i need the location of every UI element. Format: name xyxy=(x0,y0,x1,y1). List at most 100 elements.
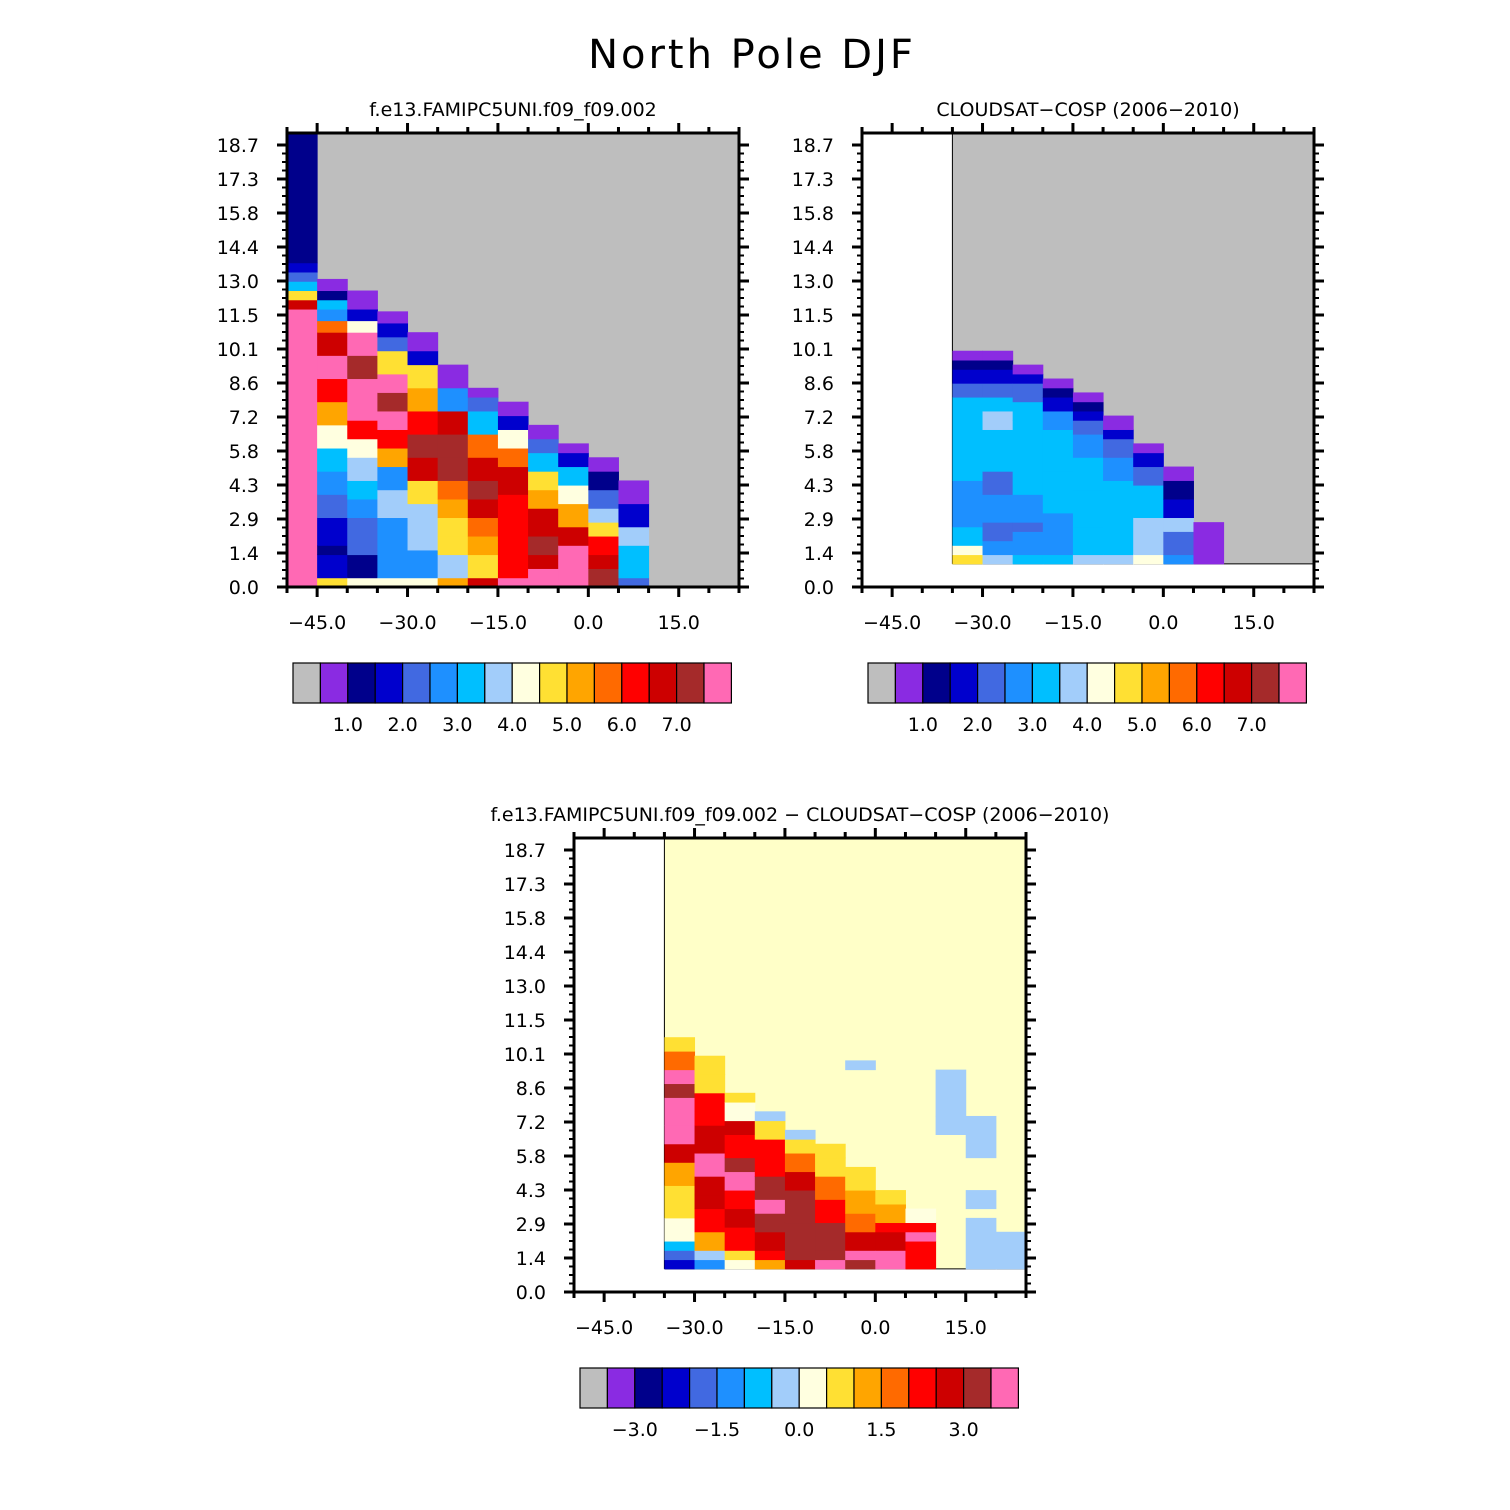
y-tick-label: 10.1 xyxy=(504,1044,546,1066)
heatmap-cell xyxy=(982,360,1014,370)
heatmap-cell xyxy=(1042,429,1074,472)
heatmap-cell xyxy=(1042,554,1074,565)
figure-title: North Pole DJF xyxy=(588,32,916,78)
heatmap-cell xyxy=(815,1143,846,1159)
x-tick-label: −30.0 xyxy=(953,612,1011,634)
colorbar-swatch xyxy=(661,1367,691,1409)
panel-title: f.e13.FAMIPC5UNI.f09_f09.002 xyxy=(369,99,657,121)
heatmap-cell xyxy=(982,410,1014,430)
heatmap-cell xyxy=(467,480,499,500)
heatmap-cell xyxy=(437,498,469,519)
y-tick-label: 8.6 xyxy=(229,373,259,395)
heatmap-cell xyxy=(618,526,650,546)
heatmap-cell xyxy=(664,1051,696,1071)
heatmap-cell xyxy=(467,387,499,398)
y-tick-label: 8.6 xyxy=(804,373,834,395)
heatmap-cell xyxy=(815,1199,846,1224)
colorbar-swatch xyxy=(1031,662,1061,704)
heatmap-cell xyxy=(588,489,619,509)
heatmap-cell xyxy=(754,1176,786,1200)
colorbar-swatch xyxy=(621,662,650,704)
heatmap-cell xyxy=(724,1102,756,1122)
colorbar-swatch xyxy=(675,662,705,704)
heatmap-cell xyxy=(1012,401,1044,421)
heatmap-cell xyxy=(437,554,469,579)
colorbar-label: 3.0 xyxy=(948,1419,978,1441)
colorbar-swatch xyxy=(990,1367,1019,1409)
heatmap-cell xyxy=(1042,512,1074,537)
y-tick-label: 13.0 xyxy=(217,271,259,293)
heatmap-cell xyxy=(1042,378,1074,389)
heatmap-cell xyxy=(1133,517,1164,556)
heatmap-cell xyxy=(1012,522,1044,532)
heatmap-cell xyxy=(982,494,1014,523)
heatmap-cell xyxy=(1133,554,1164,565)
colorbar-swatch xyxy=(1141,662,1170,704)
colorbar-label: 6.0 xyxy=(607,714,637,736)
heatmap-cell xyxy=(497,448,529,468)
heatmap-cell xyxy=(437,517,469,537)
heatmap-cell xyxy=(317,517,348,546)
heatmap-cell xyxy=(952,480,984,528)
heatmap-cell xyxy=(952,360,984,370)
heatmap-cell xyxy=(664,1241,696,1251)
x-tick-label: 15.0 xyxy=(1233,612,1275,634)
y-tick-label: 15.8 xyxy=(504,908,546,930)
colorbar-swatch xyxy=(743,1367,773,1409)
x-tick-label: 0.0 xyxy=(1148,612,1178,634)
heatmap-cell xyxy=(588,471,619,491)
colorbar-swatch xyxy=(935,1367,965,1409)
heatmap-cell xyxy=(1133,443,1164,454)
panel-cloudsat: CLOUDSAT−COSP (2006−2010) 18.7 17.3 15.8 14.… xyxy=(792,99,1324,736)
heatmap-cell xyxy=(317,577,348,588)
heatmap-cell xyxy=(875,1222,906,1233)
colorbar-swatch xyxy=(1059,662,1088,704)
heatmap-cell xyxy=(935,1069,967,1117)
heatmap-cell xyxy=(407,480,439,505)
colorbar-label: 1.5 xyxy=(866,1419,896,1441)
heatmap-cell xyxy=(347,378,378,403)
colorbar-swatch xyxy=(703,662,732,704)
heatmap-cell xyxy=(845,1060,876,1071)
y-tick-label: 11.5 xyxy=(504,1010,546,1032)
heatmap-cell xyxy=(1072,489,1104,528)
heatmap-cell xyxy=(754,1157,786,1177)
heatmap-cell xyxy=(1012,364,1044,375)
colorbar-swatch xyxy=(1278,662,1307,704)
heatmap-cell xyxy=(965,1217,997,1270)
heatmap-cell xyxy=(1012,383,1044,403)
heatmap-cell xyxy=(287,299,318,310)
panel-model: f.e13.FAMIPC5UNI.f09_f09.002 18.7 17.3 15.8… xyxy=(217,99,749,736)
heatmap-cell xyxy=(1072,554,1104,565)
heatmap-cell xyxy=(664,1069,696,1085)
heatmap-cell xyxy=(724,1157,756,1173)
heatmap-cell xyxy=(935,1115,967,1135)
heatmap-cell xyxy=(965,1190,997,1210)
heatmap-cell xyxy=(952,554,984,565)
heatmap-cell xyxy=(664,1250,696,1261)
heatmap-cell xyxy=(694,1250,726,1261)
heatmap-cell xyxy=(347,420,378,440)
heatmap-cell xyxy=(754,1199,786,1214)
heatmap-cell xyxy=(317,554,348,579)
heatmap-cell xyxy=(754,1250,786,1261)
heatmap-cell xyxy=(347,320,378,333)
heatmap-cell xyxy=(317,332,348,356)
heatmap-cell xyxy=(845,1213,876,1233)
heatmap-cell xyxy=(694,1194,726,1210)
heatmap-cell xyxy=(1103,429,1134,440)
y-tick-label: 15.8 xyxy=(792,203,834,225)
colorbar-swatch xyxy=(484,662,513,704)
heatmap-cell xyxy=(558,545,589,588)
heatmap-cell xyxy=(347,498,378,519)
heatmap-cell xyxy=(952,369,984,384)
y-tick-label: 14.4 xyxy=(217,237,259,259)
colorbar-label: 1.0 xyxy=(333,714,363,736)
heatmap-cell xyxy=(377,448,409,468)
heatmap-cell xyxy=(952,397,984,481)
colorbar-label: 3.0 xyxy=(1017,714,1047,736)
colorbar-swatch xyxy=(347,662,376,704)
heatmap-cell xyxy=(347,438,378,458)
heatmap-cell xyxy=(694,1176,726,1196)
heatmap-cell xyxy=(347,554,378,579)
